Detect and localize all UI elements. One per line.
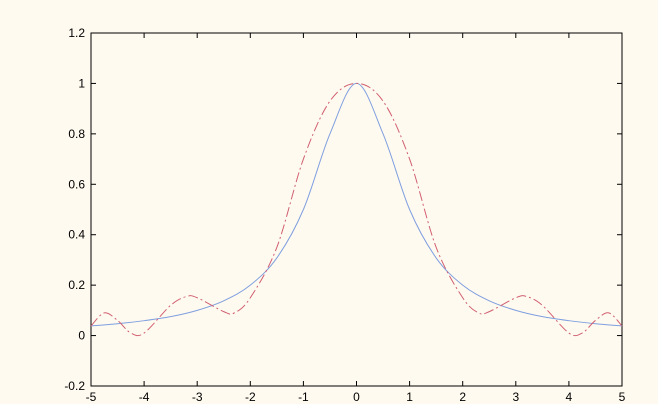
x-tick-label: -5 [86, 390, 97, 404]
y-tick-label: 0.4 [68, 228, 85, 242]
plot-area [90, 32, 623, 387]
axis-ticks: -5 -4 -3 -2 -1 0 1 2 3 4 5 -0.2 0 0.2 0.4 0.6 0.8 1 1.2 [64, 26, 625, 404]
x-tick-label: 2 [459, 390, 466, 404]
y-tick-label: 0 [78, 329, 85, 343]
x-tick-label: 4 [566, 390, 573, 404]
x-tick-label: 5 [619, 390, 626, 404]
series-group [90, 82, 623, 337]
y-tick-label: 0.8 [68, 127, 85, 141]
y-tick-label: 1.2 [68, 26, 85, 40]
x-tick-label: 3 [512, 390, 519, 404]
x-tick-label: -3 [192, 390, 203, 404]
y-tick-label: 0.6 [68, 177, 85, 191]
x-tick-label: -2 [245, 390, 256, 404]
x-tick-label: -1 [298, 390, 309, 404]
y-tick-label: 1 [78, 76, 85, 90]
y-tick-label: 0.2 [68, 278, 85, 292]
y-tick-label: -0.2 [64, 379, 85, 393]
series-line-2 [90, 82, 623, 337]
x-tick-label: -4 [139, 390, 150, 404]
x-tick-label: 0 [353, 390, 360, 404]
x-tick-label: 1 [406, 390, 413, 404]
